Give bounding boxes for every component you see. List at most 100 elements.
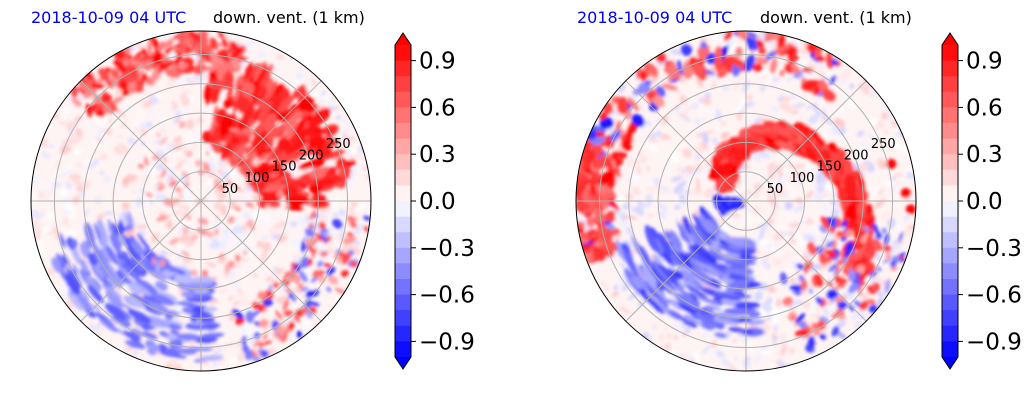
polar-grid [576, 31, 916, 371]
field-blob [836, 320, 846, 329]
field-blob [155, 281, 168, 291]
field-blob [298, 160, 318, 170]
field-blob [772, 260, 777, 266]
field-blob [146, 40, 153, 57]
field-blob [304, 213, 310, 225]
colorbar-segment [942, 60, 958, 77]
angular-grid-line [80, 200, 202, 322]
field-blob [164, 251, 174, 257]
field-blob [705, 218, 717, 234]
colorbar-segment [395, 138, 411, 155]
chart-panel-right: 2018-10-09 04 UTC down. vent. (1 km) 50 1… [546, 0, 1036, 401]
field-blob [739, 217, 743, 228]
field-blob [161, 319, 185, 326]
field-blob [239, 298, 251, 308]
field-blob [864, 253, 870, 258]
field-blob [800, 279, 808, 291]
field-blob [79, 258, 89, 273]
field-blob [727, 55, 745, 68]
field-blob [881, 112, 888, 120]
field-blob [214, 228, 219, 236]
field-blob [218, 159, 225, 167]
field-blob [220, 204, 227, 216]
angular-grid-line [200, 200, 322, 322]
field-blob [707, 350, 713, 356]
field-blob [342, 136, 356, 141]
field-blob [164, 47, 174, 54]
field-blob [169, 175, 174, 182]
field-blob [297, 283, 304, 290]
field-blob [156, 162, 165, 171]
field-blob [685, 165, 693, 174]
field-blob [241, 326, 248, 333]
colorbar-segment [395, 216, 411, 233]
field-blob [254, 139, 270, 154]
field-blob [242, 250, 248, 256]
field-layer [31, 31, 371, 371]
field-blob [786, 268, 794, 275]
field-blob [710, 211, 722, 219]
field-blob [81, 179, 91, 191]
field-blob [228, 278, 237, 285]
field-blob [183, 146, 188, 156]
field-blob [829, 75, 836, 85]
field-blob [231, 202, 237, 210]
field-blob [816, 175, 822, 185]
field-blob [768, 39, 774, 46]
field-blob [860, 85, 870, 95]
field-blob [274, 221, 287, 230]
colorbar-tick-label: −0.6 [966, 283, 1022, 309]
field-blob [822, 114, 834, 126]
field-blob [50, 231, 57, 244]
field-blob [243, 183, 249, 189]
field-blob [647, 266, 664, 286]
field-blob [838, 300, 847, 310]
field-blob [203, 162, 211, 174]
field-blob [696, 76, 704, 89]
field-blob [836, 260, 844, 266]
field-blob [704, 252, 718, 262]
field-blob [786, 76, 794, 82]
colorbar-segment [942, 201, 958, 218]
field-blob [130, 239, 144, 256]
field-blob [651, 324, 657, 330]
colorbar-tick-label: −0.9 [419, 329, 475, 355]
colorbar-segment [942, 45, 958, 62]
field-blob [353, 223, 364, 236]
field-blob [201, 269, 209, 277]
field-blob [93, 246, 109, 270]
field-blob [613, 251, 619, 257]
field-blob [301, 324, 310, 332]
field-blob [600, 280, 610, 291]
field-blob [258, 303, 264, 313]
field-blob [257, 50, 266, 59]
field-blob [676, 180, 687, 189]
field-blob [123, 70, 135, 83]
colorbar-tick-label: 0.9 [419, 49, 456, 75]
field-blob [128, 309, 152, 324]
field-blob [186, 215, 192, 221]
field-blob [653, 332, 659, 341]
chart-title-variable: down. vent. (1 km) [760, 8, 912, 27]
field-blob [107, 219, 114, 236]
field-blob [341, 131, 347, 139]
colorbar-tick-label: 0.3 [966, 142, 1003, 168]
field-blob [245, 201, 254, 208]
field-blob [137, 163, 145, 169]
field-blob [768, 285, 776, 294]
field-blob [264, 81, 278, 101]
field-blob [173, 144, 180, 152]
field-blob [350, 201, 358, 208]
field-blob [169, 237, 180, 246]
field-blob [827, 71, 833, 78]
field-blob [753, 182, 763, 193]
field-blob [746, 189, 753, 197]
field-blob [204, 236, 210, 242]
field-blob [672, 125, 681, 133]
field-blob [84, 156, 96, 165]
field-blob [243, 86, 252, 99]
field-blob [288, 321, 295, 330]
field-blob [222, 37, 228, 48]
field-blob [245, 175, 254, 184]
field-blob [691, 102, 698, 110]
